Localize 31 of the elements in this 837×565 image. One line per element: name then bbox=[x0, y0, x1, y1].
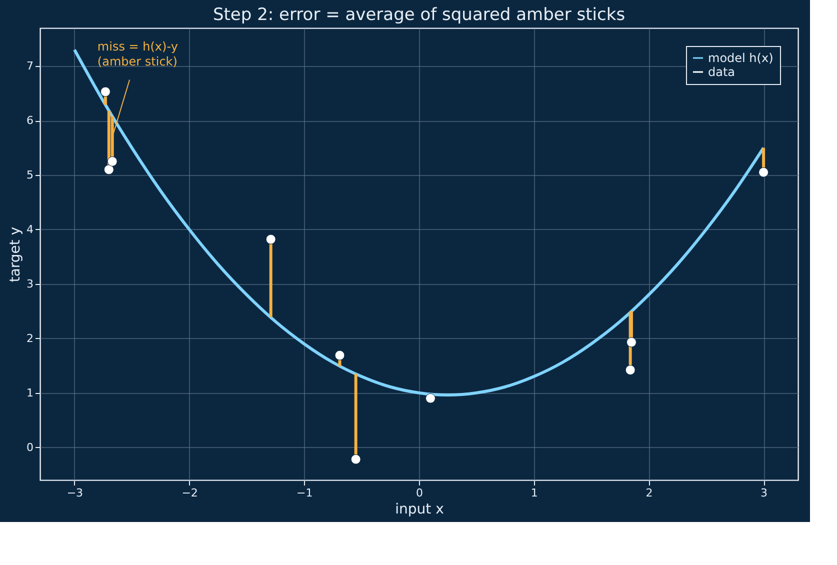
x-tick-label: −3 bbox=[66, 486, 84, 500]
x-tick-label: −2 bbox=[182, 486, 198, 500]
point bbox=[350, 454, 361, 464]
chart-title: Step 2: error = average of squared amber sticks bbox=[212, 5, 626, 25]
y-axis-title: target y bbox=[8, 226, 24, 282]
point bbox=[626, 337, 636, 348]
x-tick-label: 3 bbox=[760, 486, 768, 500]
point bbox=[107, 156, 118, 166]
y-tick-label: 2 bbox=[26, 332, 34, 345]
y-tick-label: 7 bbox=[26, 60, 34, 73]
y-tick-label: 3 bbox=[26, 277, 34, 290]
annotation: miss = h(x)-y (amber stick) bbox=[97, 40, 178, 69]
y-tick-label: 1 bbox=[26, 386, 34, 400]
point bbox=[425, 393, 436, 404]
x-tick-label: 1 bbox=[530, 486, 538, 500]
y-tick-label: 5 bbox=[26, 168, 34, 182]
point bbox=[266, 234, 276, 244]
x-axis-title: input x bbox=[395, 502, 444, 518]
point bbox=[758, 167, 769, 178]
legend-label: data bbox=[708, 65, 736, 79]
x-tick-label: −1 bbox=[296, 486, 313, 500]
point bbox=[625, 365, 636, 375]
x-tick-label: 0 bbox=[416, 486, 423, 500]
point bbox=[100, 86, 110, 97]
point bbox=[104, 164, 114, 175]
legend-label: model h(x) bbox=[708, 51, 774, 65]
y-tick-label: 4 bbox=[26, 222, 34, 236]
point bbox=[334, 350, 345, 360]
y-tick-label: 6 bbox=[26, 114, 34, 128]
x-tick-label: 2 bbox=[646, 486, 653, 500]
y-tick-label: 0 bbox=[26, 440, 34, 454]
